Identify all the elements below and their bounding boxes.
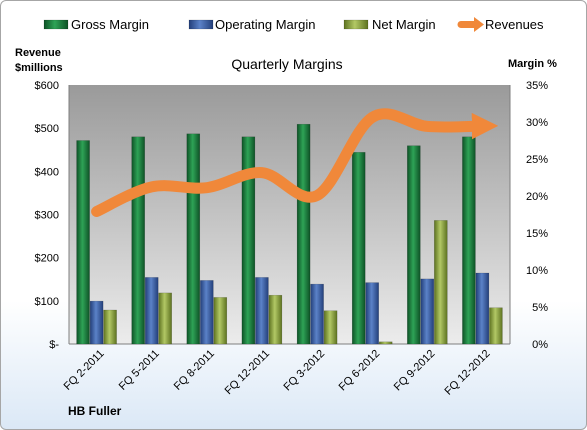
y-right-tick-label: 35% [526,80,548,92]
bar-net-margin-fq-12-2011 [268,294,283,345]
y-right-tick-label: 5% [532,302,548,314]
bar-operating-margin-fq-12-2012 [475,272,490,345]
y-left-tick-label: $200 [35,253,59,265]
chart-title: Quarterly Margins [231,56,342,72]
bar-gross-margin-fq-8-2011 [186,133,201,345]
legend-item-gross-margin: Gross Margin [43,17,149,32]
x-tick-label: FQ 3-2012 [282,348,328,394]
bar-operating-margin-fq-12-2011 [255,277,269,345]
y-right-label: Margin % [508,58,557,70]
y-left-tick-label: $100 [35,296,59,308]
bar-net-margin-fq-6-2012 [378,341,393,345]
y-right-tick-label: 20% [526,191,548,203]
bar-net-margin-fq-5-2011 [158,292,172,345]
bar-gross-margin-fq-3-2012 [296,123,311,345]
bar-operating-margin-fq-3-2012 [310,283,324,345]
bar-gross-margin-fq-6-2012 [351,152,366,345]
legend-swatch-net-margin [343,19,369,30]
y-left-tick-label: $600 [35,80,59,92]
x-tick-label: FQ 8-2011 [172,348,217,393]
bar-net-margin-fq-8-2011 [213,297,228,345]
y-left-tick-label: $- [49,339,59,351]
bar-gross-margin-fq-2-2011 [76,140,90,345]
bar-net-margin-fq-9-2012 [434,220,448,345]
x-tick-label: FQ 9-2012 [392,348,438,394]
bar-operating-margin-fq-6-2012 [365,282,379,345]
x-tick-label: FQ 6-2012 [337,348,383,394]
y-left-tick-label: $400 [35,166,59,178]
legend-swatch-operating-margin [188,19,214,30]
legend-label-operating-margin: Operating Margin [215,17,315,32]
y-right-tick-label: 15% [526,228,548,240]
bar-net-margin-fq-12-2012 [489,307,503,345]
bar-gross-margin-fq-12-2011 [241,136,256,345]
y-right-tick-label: 0% [532,339,548,351]
y-left-label-line2: $millions [15,62,63,74]
bar-net-margin-fq-2-2011 [103,309,117,345]
source-label: HB Fuller [68,404,122,418]
legend-label-revenues: Revenues [485,17,544,32]
legend-item-revenues: Revenues [457,17,544,32]
legend-swatch-gross-margin [43,19,69,30]
x-tick-label: FQ 5-2011 [117,348,162,393]
y-right-tick-label: 30% [526,117,548,129]
bar-operating-margin-fq-5-2011 [144,277,159,345]
legend-label-net-margin: Net Margin [372,17,436,32]
x-tick-label: FQ 2-2011 [62,348,107,393]
bar-operating-margin-fq-9-2012 [420,278,435,345]
legend-item-net-margin: Net Margin [343,17,436,32]
y-right-tick-label: 25% [526,154,548,166]
legend-arrow-icon [474,17,484,32]
bar-operating-margin-fq-8-2011 [200,280,214,345]
y-left-tick-label: $500 [35,123,59,135]
bar-gross-margin-fq-12-2012 [462,136,476,345]
bar-operating-margin-fq-2-2011 [89,300,104,345]
bar-gross-margin-fq-9-2012 [407,145,421,345]
y-left-label-line1: Revenue [15,47,61,59]
bar-gross-margin-fq-5-2011 [131,136,145,345]
revenue-line-group [91,108,499,217]
x-tick-label: FQ 12-2011 [223,348,272,397]
bar-net-margin-fq-3-2012 [323,310,338,345]
x-tick-label: FQ 12-2012 [443,348,493,398]
legend: Gross Margin Operating Margin Net Margin Re… [43,17,544,32]
line-revenues [91,108,499,217]
legend-item-operating-margin: Operating Margin [188,17,315,32]
y-right-tick-label: 10% [526,265,548,277]
legend-label-gross-margin: Gross Margin [71,17,149,32]
y-left-tick-label: $300 [35,210,59,222]
